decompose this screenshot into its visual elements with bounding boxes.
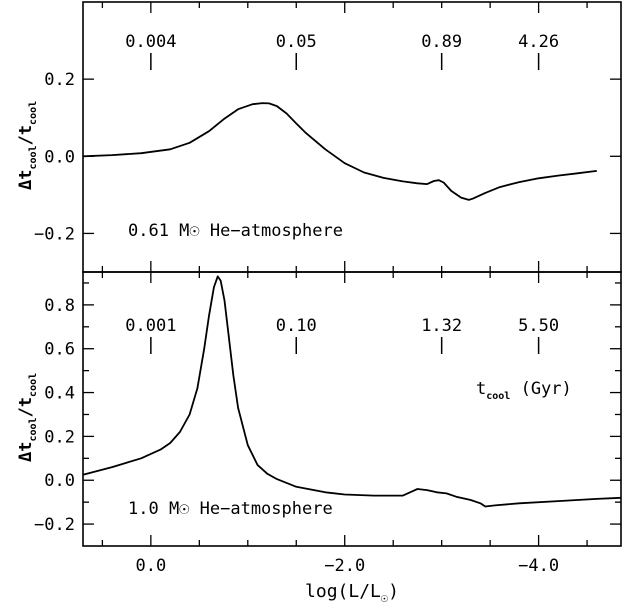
bottom-panel-age-markers: 0.001 0.10 1.32 5.50 [125, 316, 559, 354]
top-panel-annotation: 0.61 M☉ He−atmosphere [128, 221, 343, 241]
x-tick-label: −2.0 [324, 556, 365, 576]
bottom-age-marker-label: 0.10 [276, 316, 317, 336]
bottom-y-tick-label: −0.2 [34, 515, 75, 535]
bottom-panel-series-line [82, 275, 622, 508]
x-tick-label: 0.0 [135, 556, 166, 576]
top-y-tick-label: 0.2 [44, 70, 75, 90]
bottom-panel-annotation: 1.0 M☉ He−atmosphere [128, 499, 333, 519]
bottom-y-tick-label: 0.8 [44, 296, 75, 316]
age-units-label: tcool (Gyr) [476, 379, 572, 402]
bottom-age-marker-label: 0.001 [125, 316, 176, 336]
x-tick-labels: 0.0 −2.0 −4.0 [135, 556, 559, 576]
bottom-age-marker-label: 5.50 [518, 316, 559, 336]
bottom-panel-y-tick-labels: 0.8 0.6 0.4 0.2 0.0 −0.2 [34, 296, 75, 535]
top-panel-ticks [83, 2, 621, 272]
bottom-y-tick-label: 0.6 [44, 340, 75, 360]
top-age-marker-label: 0.05 [276, 32, 317, 52]
x-tick-label: −4.0 [518, 556, 559, 576]
top-age-marker-label: 0.89 [421, 32, 462, 52]
bottom-y-tick-label: 0.0 [44, 471, 75, 491]
bottom-panel-ticks [83, 272, 621, 546]
top-age-marker-label: 4.26 [518, 32, 559, 52]
top-y-tick-label: −0.2 [34, 224, 75, 244]
top-y-tick-label: 0.0 [44, 147, 75, 167]
x-axis-label: log(L/L☉) [305, 581, 399, 605]
bottom-panel-frame [82, 271, 622, 547]
top-panel-age-markers: 0.004 0.05 0.89 4.26 [125, 32, 559, 70]
bottom-y-tick-label: 0.2 [44, 427, 75, 447]
top-panel-y-tick-labels: 0.2 0.0 −0.2 [34, 70, 75, 244]
top-panel-series-line [82, 102, 597, 201]
top-age-marker-label: 0.004 [125, 32, 176, 52]
bottom-age-marker-label: 1.32 [421, 316, 462, 336]
bottom-y-tick-label: 0.4 [44, 384, 75, 404]
top-panel-y-axis-label: Δtcool/tcool [16, 101, 39, 190]
bottom-panel-y-axis-label: Δtcool/tcool [16, 373, 39, 462]
